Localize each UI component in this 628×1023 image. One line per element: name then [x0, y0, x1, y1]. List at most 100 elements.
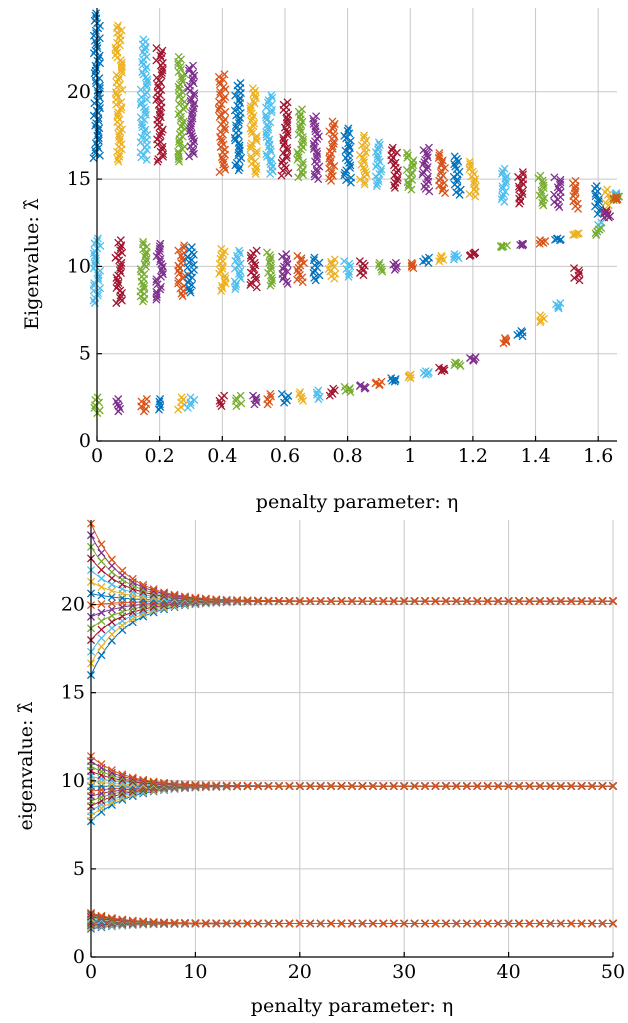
bottom-data-point [295, 782, 304, 790]
top-data-point [393, 176, 402, 185]
top-data-point [552, 300, 560, 309]
top-data-point [155, 242, 164, 251]
bottom-data-point [170, 779, 179, 788]
top-grid [96, 8, 617, 442]
top-data-point [252, 393, 261, 402]
bottom-data-point [118, 915, 127, 924]
bottom-data-point [598, 597, 607, 605]
top-data-point [573, 199, 582, 208]
top-data-point [136, 265, 145, 274]
bottom-x-tick-label: 30 [392, 961, 416, 983]
top-data-point [183, 263, 192, 272]
bottom-series-line [90, 523, 613, 602]
top-data-point [407, 259, 416, 267]
bottom-data-point [452, 597, 461, 605]
top-data-point [190, 99, 199, 108]
top-data-point [116, 243, 125, 252]
top-data-point [550, 198, 559, 206]
top-data-point [421, 367, 430, 376]
top-data-point [183, 253, 192, 262]
top-data-point [538, 176, 547, 185]
bottom-y-tick-label: 0 [73, 946, 85, 968]
top-data-point [328, 117, 337, 126]
bottom-data-point [588, 782, 596, 790]
bottom-data-point [139, 580, 148, 589]
bottom-data-point [108, 574, 116, 583]
top-data-point [248, 129, 256, 138]
top-data-point [116, 236, 125, 245]
top-data-point [517, 327, 526, 335]
top-data-point [139, 35, 148, 44]
bottom-data-point [442, 782, 450, 790]
top-data-point [217, 138, 226, 146]
bottom-data-point [97, 760, 106, 769]
top-data-point [156, 239, 165, 248]
top-tick-labels: 0 0.2 0.4 0.6 0.8 1 1.2 1.4 1.6 0 5 10 15 20 [67, 81, 614, 467]
bottom-data-point [191, 919, 200, 927]
top-data-point [500, 164, 509, 173]
top-data-point [152, 290, 161, 299]
top-data-point [359, 259, 368, 268]
top-data-point [327, 169, 336, 178]
top-data-point [612, 192, 621, 201]
top-data-point [267, 147, 275, 156]
top-data-point [188, 109, 196, 118]
top-data-point [574, 229, 583, 238]
top-data-point [261, 111, 270, 119]
bottom-data-point [316, 919, 325, 928]
bottom-data-point [170, 591, 179, 600]
top-data-point [284, 169, 293, 177]
top-data-point [140, 128, 149, 137]
top-data-point [362, 143, 371, 152]
top-data-point [519, 170, 527, 179]
top-data-point [158, 142, 167, 151]
bottom-data-point [97, 540, 106, 549]
top-data-point [500, 334, 509, 342]
top-data-point [356, 381, 365, 389]
bottom-tick-labels: 0 10 20 30 40 50 0 5 10 15 20 [61, 594, 625, 983]
bottom-data-point [128, 601, 137, 610]
top-data-point [344, 124, 353, 133]
top-data-point [310, 117, 318, 126]
bottom-data-point [285, 919, 294, 928]
top-data-point [263, 395, 272, 403]
bottom-series-line [90, 600, 613, 676]
bottom-data-point [348, 919, 356, 928]
top-data-point [187, 243, 196, 252]
top-data-point [263, 248, 271, 257]
bottom-data-point [295, 597, 304, 605]
top-data-point [94, 89, 102, 98]
top-data-point [216, 88, 225, 96]
bottom-data-point [473, 597, 482, 605]
top-data-point [330, 162, 339, 170]
top-data-point [313, 390, 321, 399]
bottom-data-point [410, 597, 419, 605]
top-data-point [139, 240, 147, 249]
bottom-data-point [108, 801, 116, 809]
top-data-point [279, 136, 288, 145]
top-data-point [221, 115, 229, 124]
top-data-point [142, 243, 151, 251]
top-data-point [314, 386, 323, 395]
top-data-point [536, 171, 545, 180]
bottom-data-point [97, 591, 106, 600]
top-y-axis-label: Eigenvalue: λ̂ [21, 198, 43, 330]
top-data-point [342, 265, 351, 273]
bottom-x-tick-label: 50 [601, 961, 625, 983]
bottom-data-point [473, 919, 482, 928]
bottom-data-point [128, 574, 137, 583]
top-data-point [215, 98, 223, 106]
top-x-tick-label: 1 [404, 445, 416, 467]
bottom-data-point [462, 597, 471, 605]
top-data-point [91, 11, 100, 20]
top-data-point [282, 250, 291, 259]
top-data-point [221, 125, 229, 134]
top-data-point [503, 241, 511, 250]
top-data-point [498, 185, 507, 193]
top-data-point [497, 195, 506, 204]
top-x-tick-label: 1.4 [520, 445, 550, 467]
bottom-data-point [254, 919, 262, 928]
bottom-data-point [410, 919, 419, 928]
top-data-point [232, 394, 241, 403]
bottom-data-point [567, 597, 576, 605]
